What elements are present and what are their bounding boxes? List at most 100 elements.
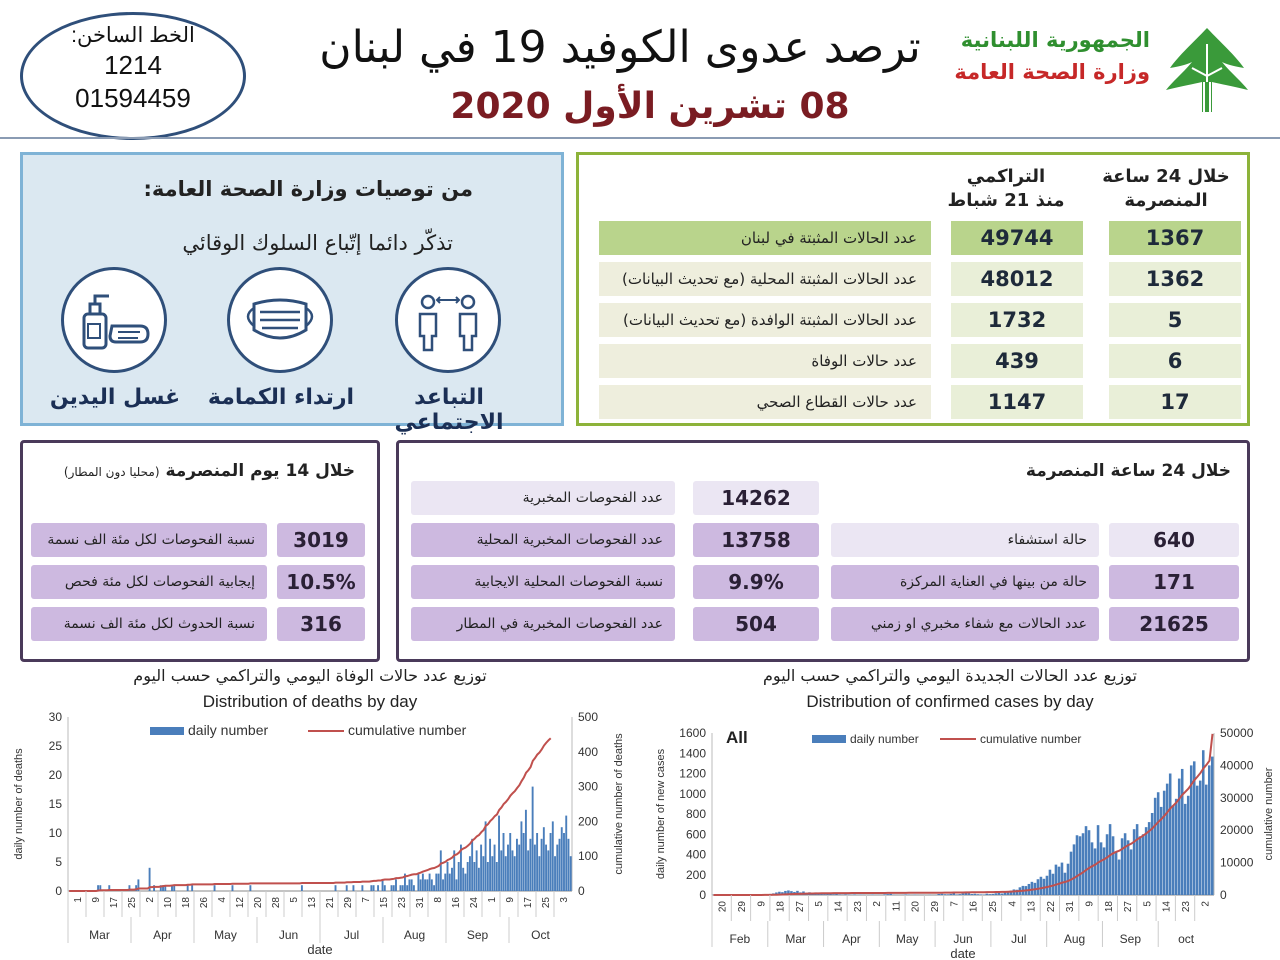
x-tick-label: 4 [1007, 901, 1018, 907]
daily-bar [1168, 773, 1172, 895]
daily-bar [1108, 824, 1112, 896]
daily-bar [1090, 842, 1094, 895]
daily-bar [540, 838, 543, 891]
daily-bar [991, 893, 995, 895]
daily-bar [191, 885, 194, 891]
x-tick-label: 16 [451, 897, 462, 909]
x-tick-label: 16 [969, 901, 980, 913]
x-tick-label: 2 [145, 897, 156, 903]
y-tick-label: 400 [686, 848, 706, 862]
legend-daily-swatch [150, 727, 184, 735]
month-label: Aug [1064, 932, 1085, 946]
y2-axis-title: cumulative number of deaths [613, 733, 625, 875]
daily-bar [509, 833, 512, 891]
month-label: Aug [404, 928, 425, 942]
x-tick-label: 13 [1027, 901, 1038, 913]
hotline-badge: الخط الساخن: 1214 01594459 [20, 12, 246, 140]
daily-bar [547, 850, 550, 891]
x-tick-label: 7 [361, 897, 372, 903]
daily-bar [889, 893, 892, 895]
hand-wash-icon [61, 267, 167, 373]
daily-bar [504, 856, 507, 891]
daily-bar [516, 838, 518, 891]
x-tick-label: 15 [379, 897, 390, 909]
y2-tick-label: 30000 [1220, 791, 1254, 805]
x-tick-label: 9 [756, 901, 767, 907]
daily-bar [421, 873, 424, 891]
y-axis-title: daily number of new cases [655, 748, 667, 879]
daily-bar [1153, 797, 1157, 895]
daily-bar [973, 893, 977, 895]
p14-label-tests-rate: نسبة الفحوصات لكل مئة الف نسمة [31, 523, 267, 557]
daily-bar [495, 862, 498, 891]
daily-bar [1009, 890, 1013, 895]
daily-bar [162, 885, 164, 891]
daily-bar [1003, 892, 1007, 895]
x-tick-label: 22 [1046, 901, 1057, 913]
daily-bar [437, 873, 440, 891]
hotline-long-number: 01594459 [75, 83, 191, 113]
daily-bar [949, 893, 953, 895]
month-label: Oct [531, 928, 550, 942]
stat-24h-deaths: 6 [1109, 344, 1241, 378]
month-label: Sep [1120, 932, 1142, 946]
y-tick-label: 0 [699, 888, 706, 902]
cases-chart: 0 200 400 600 800 1000 1200 1400 1600 0 10000 20000… [655, 726, 1275, 960]
p24-value-local-positive: 9.9% [693, 565, 819, 599]
daily-bar [99, 885, 102, 891]
legend-daily-label: daily number [188, 722, 268, 738]
daily-bar [790, 891, 793, 895]
daily-bar [444, 873, 447, 891]
x-tick-label: 5 [1142, 901, 1153, 907]
x-tick-label: 1 [487, 897, 498, 903]
daily-bar [1192, 761, 1196, 895]
x-tick-label: 20 [911, 901, 922, 913]
header-line: منذ 21 شباط [947, 190, 1065, 211]
daily-bar [907, 894, 910, 895]
daily-bar [471, 838, 474, 891]
x-tick-label: 27 [795, 901, 806, 913]
daily-bar [784, 890, 787, 895]
daily-bar [563, 833, 565, 891]
x-tick-label: 9 [1085, 901, 1096, 907]
y-axis-title: daily number of deaths [13, 748, 25, 860]
x-tick-label: 14 [834, 901, 845, 913]
daily-bar [560, 827, 563, 891]
daily-bar [439, 850, 442, 891]
daily-bar [466, 862, 469, 891]
daily-bar [108, 885, 111, 891]
daily-bar [1207, 765, 1211, 895]
fourteen-day-title: خلال 14 يوم المنصرمة (محليا دون المطار) [37, 461, 355, 481]
daily-bar [567, 838, 570, 891]
daily-bar [213, 885, 216, 891]
daily-bar [511, 850, 514, 891]
org-name-ministry: وزارة الصحة العامة [954, 60, 1150, 84]
x-tick-label: 23 [397, 897, 408, 909]
daily-bar [1147, 822, 1151, 895]
daily-bar [428, 873, 431, 891]
rec-label-hand-wash: غسل اليدين [49, 385, 181, 410]
daily-bar [1126, 840, 1130, 895]
x-tick-label: 26 [199, 897, 210, 909]
daily-bar [468, 856, 471, 891]
daily-bar [1015, 889, 1019, 895]
y-tick-label: 200 [686, 868, 706, 882]
month-label: Jul [344, 928, 359, 942]
daily-bar [460, 844, 462, 891]
x-tick-label: 28 [271, 897, 282, 909]
y2-tick-label: 300 [578, 780, 598, 794]
daily-bar [549, 833, 552, 891]
daily-bar [883, 894, 886, 895]
daily-bar [853, 894, 856, 895]
daily-bar [1069, 851, 1073, 895]
stat-24h-imported: 5 [1109, 303, 1241, 337]
x-tick-label: 9 [505, 897, 516, 903]
daily-bar [1084, 826, 1088, 895]
y2-tick-label: 100 [578, 849, 598, 863]
column-header-cumulative: التراكمي منذ 21 شباط [939, 165, 1073, 213]
y2-tick-label: 50000 [1220, 726, 1254, 740]
daily-bar [462, 867, 465, 891]
daily-bar [1006, 891, 1010, 895]
x-tick-label: 29 [343, 897, 354, 909]
y-tick-label: 1400 [679, 746, 706, 760]
